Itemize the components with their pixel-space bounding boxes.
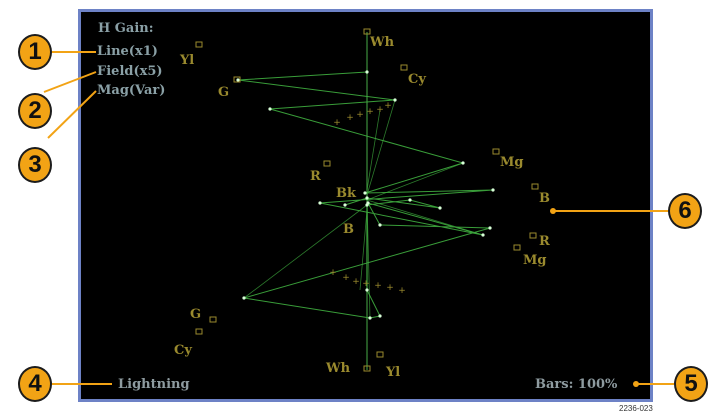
trace-vertex	[378, 314, 382, 318]
trace-vertex	[343, 203, 347, 207]
leader-2	[43, 71, 97, 93]
trace-vertex	[368, 316, 372, 320]
target-label-b-bottom: B	[343, 222, 354, 237]
trace-vertex	[236, 78, 240, 82]
callout-1: 1	[18, 34, 52, 70]
target-box	[376, 351, 384, 358]
trace-vertex	[378, 223, 382, 227]
target-label-bk: Bk	[336, 186, 356, 201]
lightning-trace	[236, 70, 495, 320]
target-box	[195, 328, 203, 335]
trace-fan-line	[359, 209, 368, 291]
trace-vertex	[461, 161, 465, 165]
trace-vertex	[242, 296, 246, 300]
trace-vertex	[365, 203, 369, 207]
trace-fan-line	[243, 204, 368, 299]
target-boxes	[195, 28, 539, 372]
target-box	[529, 232, 537, 239]
trace-vertex	[408, 198, 412, 202]
plus-mark: +	[352, 277, 360, 287]
callout-4: 4	[18, 366, 52, 402]
leader-dot-5	[633, 381, 639, 387]
target-label-yl-bottom: Yl	[386, 365, 401, 380]
menu-option-line[interactable]: Line(x1)	[97, 44, 158, 59]
trace-vertex	[268, 107, 272, 111]
target-box	[323, 160, 331, 167]
target-box	[531, 183, 539, 190]
trace-vertex	[393, 98, 397, 102]
trace-vertex	[363, 191, 367, 195]
target-box	[195, 41, 203, 48]
target-label-yl-top: Yl	[180, 53, 195, 68]
trace-vertex	[481, 233, 485, 237]
target-label-r-top: R	[310, 169, 321, 184]
trace-fan-line	[366, 99, 396, 196]
trace-vertex	[438, 206, 442, 210]
plus-mark: +	[356, 110, 364, 120]
trace-vertex	[365, 196, 369, 200]
plus-mark: +	[329, 268, 337, 278]
plus-mark: +	[384, 101, 392, 111]
trace-vertex	[318, 201, 322, 205]
plus-mark: +	[362, 279, 370, 289]
target-label-cy-top: Cy	[408, 72, 426, 87]
callout-2: 2	[18, 93, 52, 129]
target-box	[363, 365, 371, 372]
trace-vertex	[365, 70, 369, 74]
trace-vertex	[491, 188, 495, 192]
trace-fan-line	[366, 199, 371, 319]
figure-id: 2236-023	[619, 404, 653, 413]
h-gain-title: H Gain:	[98, 21, 154, 36]
trace-vertex	[488, 226, 492, 230]
trace-fan-line	[366, 162, 464, 201]
target-box	[209, 316, 217, 323]
target-label-b-top: B	[539, 191, 550, 206]
target-box	[363, 28, 371, 35]
plus-mark: +	[398, 286, 406, 296]
target-label-mg-top: Mg	[500, 155, 524, 170]
callout-leaders	[43, 51, 674, 385]
callout-5: 5	[674, 366, 708, 402]
plus-mark: +	[342, 273, 350, 283]
menu-option-mag[interactable]: Mag(Var)	[97, 83, 166, 98]
target-box	[513, 244, 521, 251]
callout-3: 3	[18, 147, 52, 183]
target-box	[492, 148, 500, 155]
plus-mark: +	[386, 283, 394, 293]
plus-mark: +	[346, 113, 354, 123]
graticule-plus-marks: + + + + + ++ + + + + + +	[329, 101, 406, 296]
target-label-mg-bottom: Mg	[523, 253, 547, 268]
target-label-r-bottom: R	[539, 234, 550, 249]
target-label-cy-bottom: Cy	[174, 343, 192, 358]
target-box	[233, 76, 241, 83]
target-label-wh-top: Wh	[370, 35, 395, 50]
target-label-g-top: G	[218, 85, 230, 100]
trace-fan-line	[366, 199, 484, 236]
trace-vertex	[365, 288, 369, 292]
target-label-g-bottom: G	[190, 307, 202, 322]
display-mode-readout: Lightning	[118, 377, 190, 392]
callout-6: 6	[668, 193, 702, 229]
bars-readout: Bars: 100%	[535, 377, 618, 392]
leader-3	[47, 90, 97, 139]
plus-mark: +	[374, 281, 382, 291]
plus-mark: +	[333, 118, 341, 128]
leader-dot-6	[550, 208, 556, 214]
menu-option-field[interactable]: Field(x5)	[97, 64, 163, 79]
plus-mark: +	[376, 105, 384, 115]
trace-fan-line	[366, 109, 381, 191]
plus-mark: +	[366, 107, 374, 117]
target-box	[400, 64, 408, 71]
target-label-wh-bottom: Wh	[326, 361, 351, 376]
